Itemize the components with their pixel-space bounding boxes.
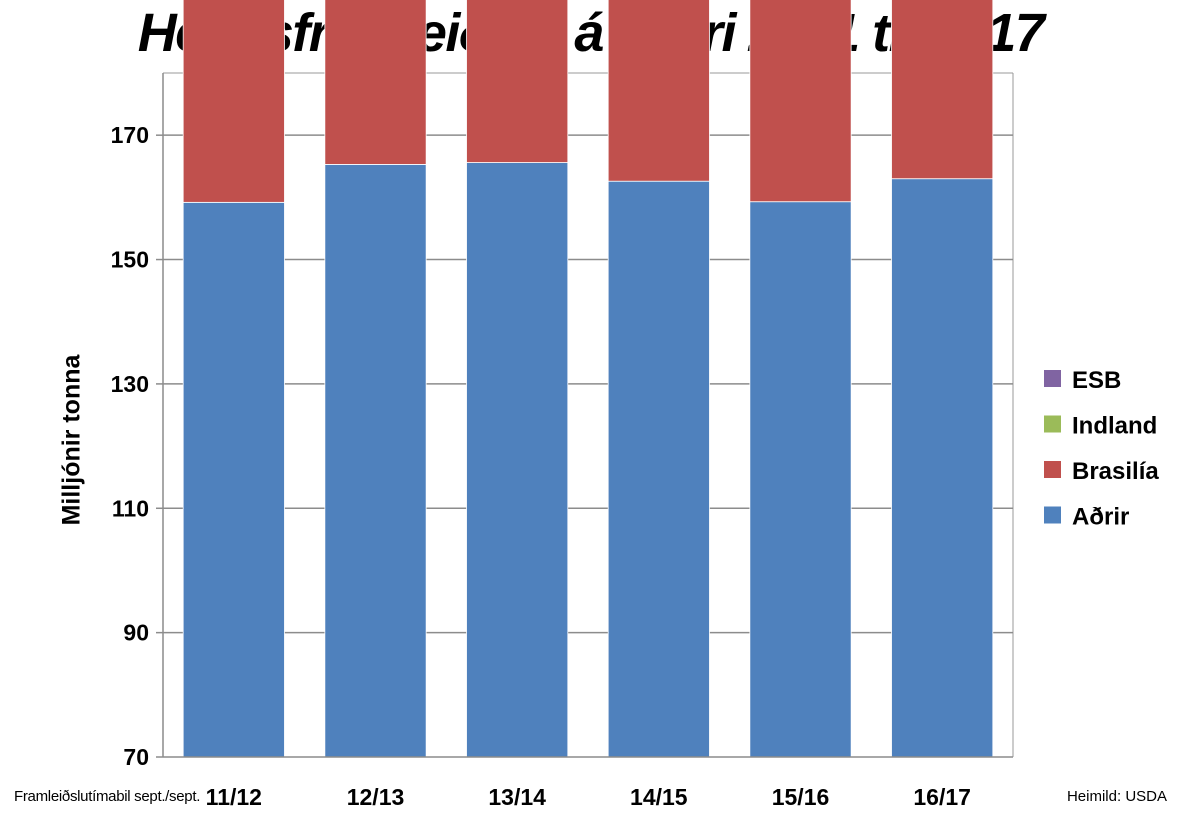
y-tick-label: 150 bbox=[111, 247, 149, 273]
bar-segment bbox=[324, 164, 427, 758]
legend-label: ESB bbox=[1072, 367, 1121, 394]
axes: 70 90 110 130 150 170 11/12 12/13 13/14 14/15 15/1… bbox=[111, 73, 1013, 810]
y-tick-label: 70 bbox=[123, 744, 149, 770]
x-tick-label: 13/14 bbox=[488, 784, 546, 810]
legend-label: Brasilía bbox=[1072, 458, 1159, 485]
bar-segment bbox=[466, 0, 569, 163]
x-tick-label: 12/13 bbox=[347, 784, 405, 810]
x-axis-caption: Framleiðslutímabil sept./sept. bbox=[14, 788, 201, 805]
bar-segment bbox=[182, 201, 285, 758]
legend-swatch bbox=[1044, 415, 1061, 433]
bar-segment bbox=[891, 178, 994, 758]
y-axis-label: Milljónir tonna bbox=[57, 354, 86, 526]
bar-segment bbox=[749, 0, 852, 203]
x-tick-label: 15/16 bbox=[772, 784, 830, 810]
y-tick-label: 130 bbox=[111, 371, 149, 397]
source-note: Heimild: USDA bbox=[1066, 788, 1167, 805]
grid-lines bbox=[163, 72, 1014, 757]
x-tick-label: 11/12 bbox=[206, 784, 262, 810]
x-tick-label: 14/15 bbox=[630, 784, 688, 810]
legend-label: Aðrir bbox=[1072, 504, 1129, 531]
bar-segment bbox=[891, 0, 994, 180]
legend: ESB Indland Brasilía Aðrir bbox=[1044, 367, 1159, 531]
legend-swatch bbox=[1044, 461, 1061, 478]
legend-label: Indland bbox=[1072, 413, 1157, 440]
bar-segment bbox=[324, 0, 427, 165]
bar-segment bbox=[182, 0, 285, 203]
legend-swatch bbox=[1044, 370, 1061, 387]
bars bbox=[182, 0, 994, 758]
y-tick-label: 170 bbox=[111, 122, 149, 148]
bar-segment bbox=[607, 0, 710, 182]
bar-segment bbox=[749, 201, 852, 758]
y-tick-label: 90 bbox=[123, 620, 149, 646]
x-tick-label: 16/17 bbox=[913, 784, 971, 810]
y-tick-label: 110 bbox=[112, 495, 149, 521]
bar-segment bbox=[607, 180, 710, 758]
bar-segment bbox=[466, 162, 569, 758]
legend-swatch bbox=[1044, 506, 1061, 524]
